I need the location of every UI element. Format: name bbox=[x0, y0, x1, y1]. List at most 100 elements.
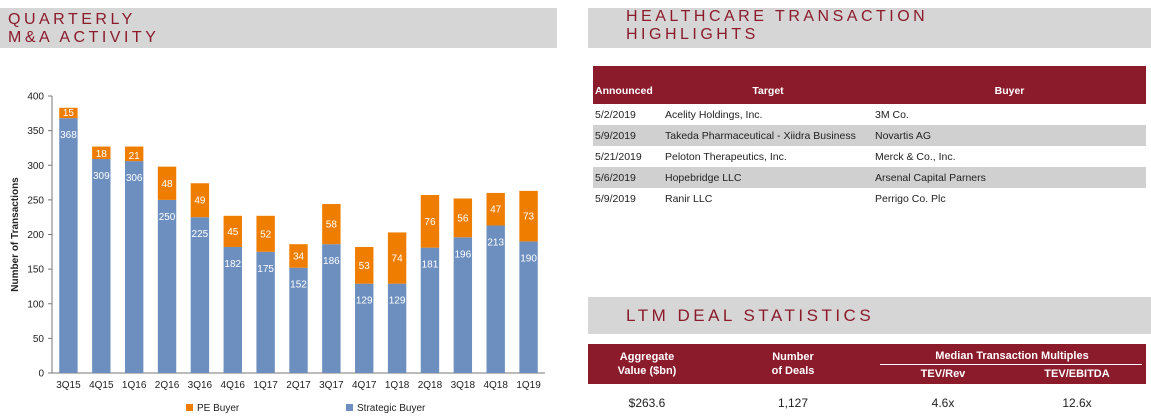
x-tick-label: 2Q17 bbox=[286, 380, 311, 391]
data-label-strategic: 306 bbox=[126, 173, 143, 184]
x-tick-label: 3Q17 bbox=[319, 380, 344, 391]
data-label-strategic: 129 bbox=[356, 296, 373, 307]
bar-strategic-buyer bbox=[322, 244, 341, 373]
col-header-announced: Announced bbox=[593, 66, 663, 104]
bar-strategic-buyer bbox=[59, 118, 78, 373]
bar-strategic-buyer bbox=[519, 241, 538, 373]
aggregate-value-label: Aggregate Value ($bn) bbox=[588, 350, 706, 378]
cell-target: Ranir LLC bbox=[665, 192, 713, 205]
data-label-pe: 53 bbox=[359, 261, 371, 272]
x-tick-label: 2Q16 bbox=[155, 380, 180, 391]
y-tick-label: 0 bbox=[38, 369, 44, 380]
bar-strategic-buyer bbox=[355, 283, 374, 373]
x-tick-label: 4Q15 bbox=[89, 380, 114, 391]
bar-pe-buyer bbox=[157, 166, 177, 200]
cell-target: Acelity Holdings, Inc. bbox=[665, 108, 763, 121]
aggregate-value: $263.6 bbox=[628, 396, 666, 410]
bar-strategic-buyer bbox=[190, 217, 210, 373]
data-label-strategic: 250 bbox=[159, 212, 176, 223]
x-tick-label: 1Q17 bbox=[253, 380, 278, 391]
y-tick-label: 200 bbox=[27, 230, 44, 241]
bar-pe-buyer bbox=[355, 246, 374, 284]
x-tick-label: 1Q18 bbox=[385, 380, 410, 391]
data-label-pe: 73 bbox=[523, 212, 535, 223]
bar-pe-buyer bbox=[453, 198, 473, 238]
cell-buyer: 3M Co. bbox=[875, 108, 909, 121]
bar-pe-buyer bbox=[92, 146, 111, 160]
ma-activity-chart: 0 50 100 150 200 250 300 350 400 Number of Transa… bbox=[10, 92, 545, 414]
y-tick-label: 100 bbox=[27, 299, 44, 310]
cell-announced: 5/2/2019 bbox=[595, 108, 636, 121]
bar-pe-buyer bbox=[124, 146, 144, 162]
y-axis-title: Number of Transactions bbox=[10, 177, 21, 292]
legend-swatch bbox=[346, 404, 353, 411]
col-header-buyer: Buyer bbox=[873, 66, 1146, 104]
transactions-table: Announced Target Buyer 5/2/2019 Acelity … bbox=[593, 66, 1146, 209]
data-label-strategic: 129 bbox=[389, 296, 406, 307]
bar-strategic-buyer bbox=[256, 251, 275, 373]
data-label-strategic: 309 bbox=[93, 171, 110, 182]
table-row: 5/6/2019 Hopebridge LLC Arsenal Capital … bbox=[593, 167, 1146, 188]
y-tick-label: 300 bbox=[27, 161, 44, 172]
ltm-deal-statistics-header: LTM DEAL STATISTICS bbox=[588, 297, 1151, 334]
y-tick-label: 50 bbox=[33, 334, 45, 345]
x-tick-label: 3Q16 bbox=[188, 380, 213, 391]
number-of-deals-label: Number of Deals bbox=[738, 350, 848, 378]
cell-buyer: Arsenal Capital Parners bbox=[873, 167, 1146, 188]
data-label-strategic: 368 bbox=[60, 130, 77, 141]
table-header-row: Announced Target Buyer bbox=[593, 66, 1146, 104]
tev-ebitda-label: TEV/EBITDA bbox=[1044, 368, 1110, 380]
legend-label: PE Buyer bbox=[197, 403, 240, 414]
data-label-pe: 58 bbox=[326, 220, 338, 231]
data-label-pe: 56 bbox=[457, 213, 469, 224]
bar-pe-buyer bbox=[387, 232, 407, 284]
bar-pe-buyer bbox=[322, 204, 341, 245]
cell-buyer: Novartis AG bbox=[873, 125, 1146, 146]
y-tick-label: 250 bbox=[27, 195, 44, 206]
number-label-line2: of Deals bbox=[771, 365, 815, 377]
x-tick-label: 1Q16 bbox=[122, 380, 147, 391]
aggregate-label-line1: Aggregate bbox=[619, 351, 675, 363]
bar-pe-buyer bbox=[59, 107, 78, 119]
bar-strategic-buyer bbox=[157, 199, 177, 373]
data-label-pe: 76 bbox=[424, 217, 436, 228]
data-label-strategic: 175 bbox=[257, 264, 274, 275]
data-label-pe: 18 bbox=[96, 149, 108, 160]
x-tick-label: 2Q18 bbox=[418, 380, 443, 391]
x-tick-label: 3Q15 bbox=[56, 380, 81, 391]
bar-strategic-buyer bbox=[486, 225, 505, 373]
y-tick-label: 150 bbox=[27, 265, 44, 276]
bar-pe-buyer bbox=[256, 215, 275, 252]
bar-strategic-buyer bbox=[387, 283, 407, 373]
median-multiples-label: Median Transaction Multiples bbox=[935, 350, 1089, 362]
bar-strategic-buyer bbox=[453, 237, 473, 373]
tev-ebitda-value: 12.6x bbox=[1062, 396, 1092, 410]
col-header-target: Target bbox=[663, 66, 873, 104]
x-tick-label: 4Q17 bbox=[352, 380, 377, 391]
legend-swatch bbox=[186, 404, 193, 411]
data-label-strategic: 190 bbox=[520, 253, 537, 264]
cell-announced: 5/9/2019 bbox=[595, 192, 636, 205]
cell-buyer: Perrigo Co. Plc bbox=[875, 192, 946, 205]
bar-strategic-buyer bbox=[223, 246, 242, 373]
ma-activity-header: QUARTERLY M&A ACTIVITY bbox=[0, 8, 557, 48]
median-divider bbox=[880, 364, 1142, 365]
data-label-pe: 52 bbox=[260, 229, 272, 240]
cell-target: Hopebridge LLC bbox=[663, 167, 873, 188]
cell-announced: 5/6/2019 bbox=[593, 167, 663, 188]
ltm-stats-header: Aggregate Value ($bn) Number of Deals Me… bbox=[588, 344, 1146, 384]
ma-header-line2: M&A ACTIVITY bbox=[8, 29, 160, 46]
bar-pe-buyer bbox=[190, 183, 210, 218]
bar-pe-buyer bbox=[519, 190, 538, 242]
hc-header-line2: HIGHLIGHTS bbox=[626, 26, 759, 43]
data-label-pe: 21 bbox=[129, 151, 141, 162]
aggregate-label-line2: Value ($bn) bbox=[617, 365, 677, 377]
legend-label: Strategic Buyer bbox=[357, 403, 426, 414]
cell-target: Peloton Therapeutics, Inc. bbox=[665, 150, 787, 163]
data-label-pe: 48 bbox=[161, 179, 173, 190]
table-row: 5/9/2019 Ranir LLC Perrigo Co. Plc bbox=[593, 188, 1146, 209]
data-label-strategic: 152 bbox=[290, 280, 307, 291]
data-label-pe: 15 bbox=[63, 108, 75, 119]
data-label-pe: 34 bbox=[293, 251, 305, 262]
tev-rev-label: TEV/Rev bbox=[920, 368, 966, 380]
